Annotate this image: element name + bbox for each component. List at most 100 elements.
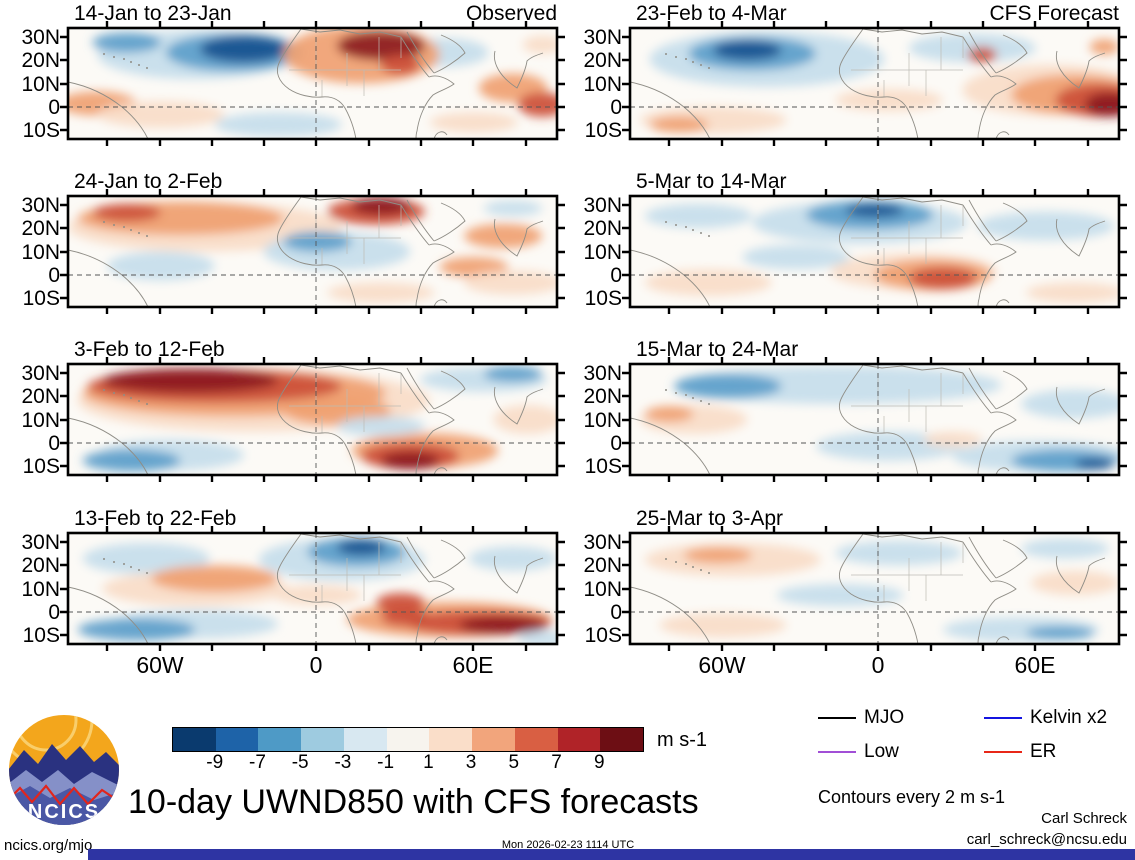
- colorbar-segment: [429, 728, 473, 751]
- logo-red-line: [9, 784, 119, 806]
- lat-tick-label: 0: [48, 264, 60, 287]
- lon-tick-label: 0: [309, 652, 323, 678]
- colorbar-segment: [557, 728, 601, 751]
- colorbar-tick-label: -1: [377, 752, 395, 773]
- lat-tick-label: 20N: [583, 554, 622, 577]
- map-panel: [60, 526, 565, 651]
- lat-tick-label: 10S: [584, 455, 622, 478]
- legend-line: [984, 717, 1022, 719]
- colorbar-tick-label: -7: [249, 752, 266, 773]
- anomaly-field: [639, 31, 1119, 134]
- lat-tick-label: 10S: [584, 119, 622, 142]
- lat-tick-label: 30N: [583, 531, 622, 554]
- figure-title: 10-day UWND850 with CFS forecasts: [128, 783, 699, 821]
- contour-note: Contours every 2 m s-1: [818, 787, 1006, 807]
- anomaly-field: [68, 28, 557, 137]
- colorbar-segment: [472, 728, 515, 751]
- panel-title: 3-Feb to 12-Feb: [74, 338, 225, 361]
- lat-tick-label: 20N: [583, 217, 622, 240]
- map-panel: [622, 21, 1127, 146]
- lat-tick-label: 0: [610, 432, 622, 455]
- lat-tick-label: 30N: [21, 362, 60, 385]
- colorbar-segment: [215, 728, 259, 751]
- axis-ticks: [622, 189, 1127, 314]
- legend-line: [984, 751, 1022, 753]
- lat-tick-label: 10S: [584, 287, 622, 310]
- lat-tick-label: 10N: [583, 578, 622, 601]
- lon-tick-label: 60E: [452, 652, 494, 678]
- logo-text: NCICS: [28, 801, 100, 823]
- lat-tick-label: 20N: [21, 217, 60, 240]
- lon-tick-label: 60W: [698, 652, 746, 678]
- panel-title: 23-Feb to 4-Mar: [636, 2, 787, 25]
- colorbar-tick-label: 3: [465, 752, 477, 773]
- colorbar-tick-label: -5: [291, 752, 309, 773]
- panel-title: 14-Jan to 23-Jan: [74, 2, 232, 25]
- colorbar-units-label: m s-1: [657, 729, 707, 751]
- panel-corner-label: CFS Forecast: [989, 2, 1119, 25]
- axis-ticks: [60, 21, 565, 146]
- ncics-logo: NCICS: [8, 714, 120, 831]
- credit-email: carl_schreck@ncsu.edu: [966, 831, 1127, 848]
- panel-title: 15-Mar to 24-Mar: [636, 338, 799, 361]
- lat-tick-label: 30N: [21, 531, 60, 554]
- map-panel: [622, 357, 1127, 482]
- lat-tick-label: 20N: [583, 49, 622, 72]
- colorbar-tick-label: 9: [593, 752, 605, 773]
- legend-line: [818, 717, 856, 719]
- axis-ticks: [60, 526, 565, 651]
- coastlines: [68, 364, 544, 475]
- lat-tick-label: 0: [610, 264, 622, 287]
- coastlines: [68, 533, 544, 644]
- legend-label: ER: [1030, 741, 1057, 762]
- lat-tick-label: 0: [610, 96, 622, 119]
- lat-tick-label: 10S: [22, 455, 60, 478]
- timestamp: Mon 2026-02-23 1114 UTC: [501, 839, 635, 851]
- lat-tick-label: 20N: [21, 554, 60, 577]
- lat-tick-label: 10N: [21, 578, 60, 601]
- panel-title: 13-Feb to 22-Feb: [74, 507, 237, 530]
- coastlines: [630, 28, 1106, 139]
- panel-title: 24-Jan to 2-Feb: [74, 170, 223, 193]
- lat-tick-label: 10S: [22, 624, 60, 647]
- lat-tick-label: 30N: [21, 26, 60, 49]
- panel-title: 5-Mar to 14-Mar: [636, 170, 787, 193]
- lat-tick-label: 10N: [583, 73, 622, 96]
- colorbar-tick-label: -3: [334, 752, 352, 773]
- lat-tick-label: 10N: [21, 73, 60, 96]
- anomaly-field: [68, 197, 557, 303]
- country-borders: [851, 37, 964, 97]
- legend-label: Low: [864, 741, 899, 762]
- lon-tick-label: 60W: [136, 652, 184, 678]
- map-panel: [60, 357, 565, 482]
- coastlines: [630, 364, 1106, 475]
- lat-tick-label: 10S: [22, 119, 60, 142]
- axis-ticks: [60, 357, 565, 482]
- country-borders: [289, 37, 402, 97]
- legend-line: [818, 751, 856, 753]
- lat-tick-label: 0: [48, 601, 60, 624]
- anomaly-field: [77, 366, 557, 472]
- anomaly-field: [77, 537, 557, 644]
- lon-tick-label: 0: [871, 652, 885, 678]
- legend-label: Kelvin x2: [1030, 707, 1108, 728]
- lat-tick-label: 10N: [21, 409, 60, 432]
- country-borders: [289, 205, 402, 265]
- lat-tick-label: 0: [48, 96, 60, 119]
- colorbar-segment: [386, 728, 430, 751]
- axis-ticks: [60, 189, 565, 314]
- lat-tick-label: 0: [610, 601, 622, 624]
- credit-name: Carl Schreck: [1041, 810, 1127, 827]
- lat-tick-label: 20N: [21, 385, 60, 408]
- lat-tick-label: 20N: [21, 49, 60, 72]
- map-panel: [622, 526, 1127, 651]
- lat-tick-label: 10S: [584, 624, 622, 647]
- colorbar-tick-label: -9: [206, 752, 224, 773]
- lat-tick-label: 10N: [583, 409, 622, 432]
- lon-tick-label: 60E: [1014, 652, 1056, 678]
- axis-ticks: [622, 526, 1127, 651]
- lat-tick-label: 30N: [583, 194, 622, 217]
- lat-tick-label: 0: [48, 432, 60, 455]
- colorbar-segment: [173, 728, 216, 751]
- colorbar-tick-label: 5: [508, 752, 520, 773]
